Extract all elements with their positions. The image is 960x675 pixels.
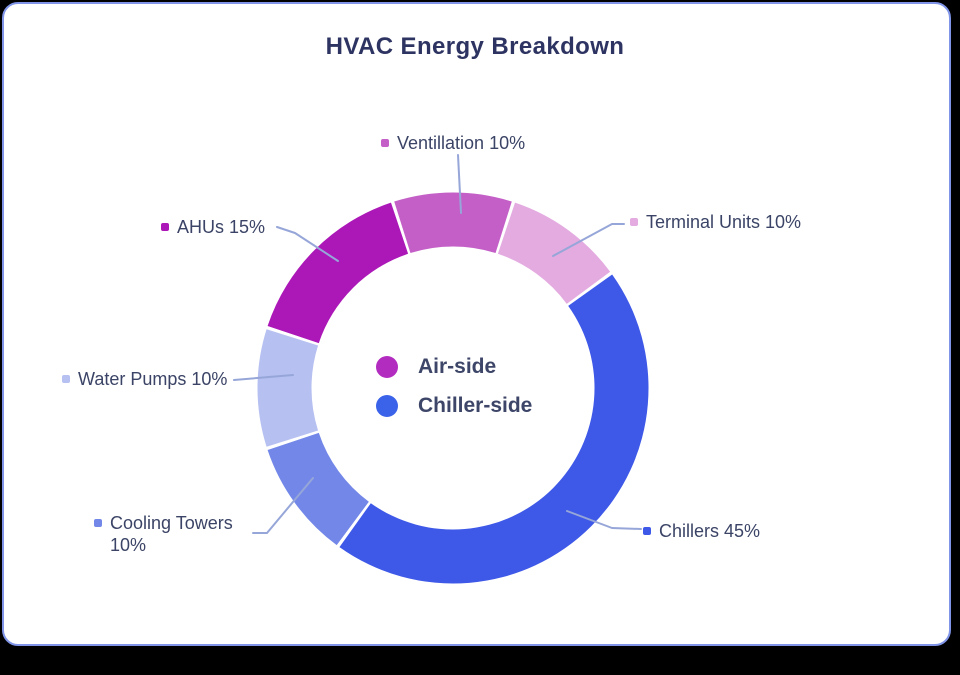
leader-line-ahus — [276, 226, 339, 262]
leader-line-terminal-units — [552, 223, 625, 257]
cooling-towers-label: Cooling Towers 10% — [110, 513, 233, 555]
water-pumps-label: Water Pumps 10% — [78, 369, 228, 389]
label-ventillation: Ventillation 10% — [381, 132, 525, 154]
label-cooling-towers: Cooling Towers 10% — [94, 512, 250, 556]
leader-line-chillers — [566, 510, 642, 530]
chillers-bullet-icon — [643, 527, 651, 535]
chiller-side-label: Chiller-side — [418, 394, 533, 417]
label-terminal-units: Terminal Units 10% — [630, 211, 801, 233]
donut-segment-terminal-units[interactable] — [497, 202, 611, 304]
cooling-towers-bullet-icon — [94, 519, 102, 527]
center-legend: Air-side Chiller-side — [376, 355, 532, 418]
air-side-label: Air-side — [418, 355, 497, 378]
terminal-units-label: Terminal Units 10% — [646, 212, 802, 232]
donut-segment-ahus[interactable] — [267, 202, 409, 344]
chart-title: HVAC Energy Breakdown — [325, 33, 625, 60]
ahus-label: AHUs 15% — [177, 217, 266, 237]
legend-item-air-side[interactable]: Air-side — [376, 355, 532, 379]
leader-line-ventillation — [457, 154, 462, 214]
chillers-label: Chillers 45% — [659, 521, 761, 541]
ventillation-bullet-icon — [381, 139, 389, 147]
leader-line-water-pumps — [233, 374, 294, 381]
legend-item-chiller-side[interactable]: Chiller-side — [376, 394, 532, 418]
donut-segment-ventillation[interactable] — [394, 192, 512, 254]
label-water-pumps: Water Pumps 10% — [62, 368, 227, 390]
donut-segments — [257, 192, 649, 584]
donut-segment-cooling-towers[interactable] — [267, 432, 369, 546]
air-side-dot-icon — [376, 356, 398, 378]
ventillation-label: Ventillation 10% — [397, 133, 526, 153]
label-chillers: Chillers 45% — [643, 520, 760, 542]
terminal-units-bullet-icon — [630, 218, 638, 226]
donut-segment-water-pumps[interactable] — [257, 329, 319, 447]
leader-line-cooling-towers — [252, 477, 314, 534]
water-pumps-bullet-icon — [62, 375, 70, 383]
chiller-side-dot-icon — [376, 395, 398, 417]
label-ahus: AHUs 15% — [161, 216, 265, 238]
donut-segment-chillers[interactable] — [339, 274, 649, 584]
ahus-bullet-icon — [161, 223, 169, 231]
